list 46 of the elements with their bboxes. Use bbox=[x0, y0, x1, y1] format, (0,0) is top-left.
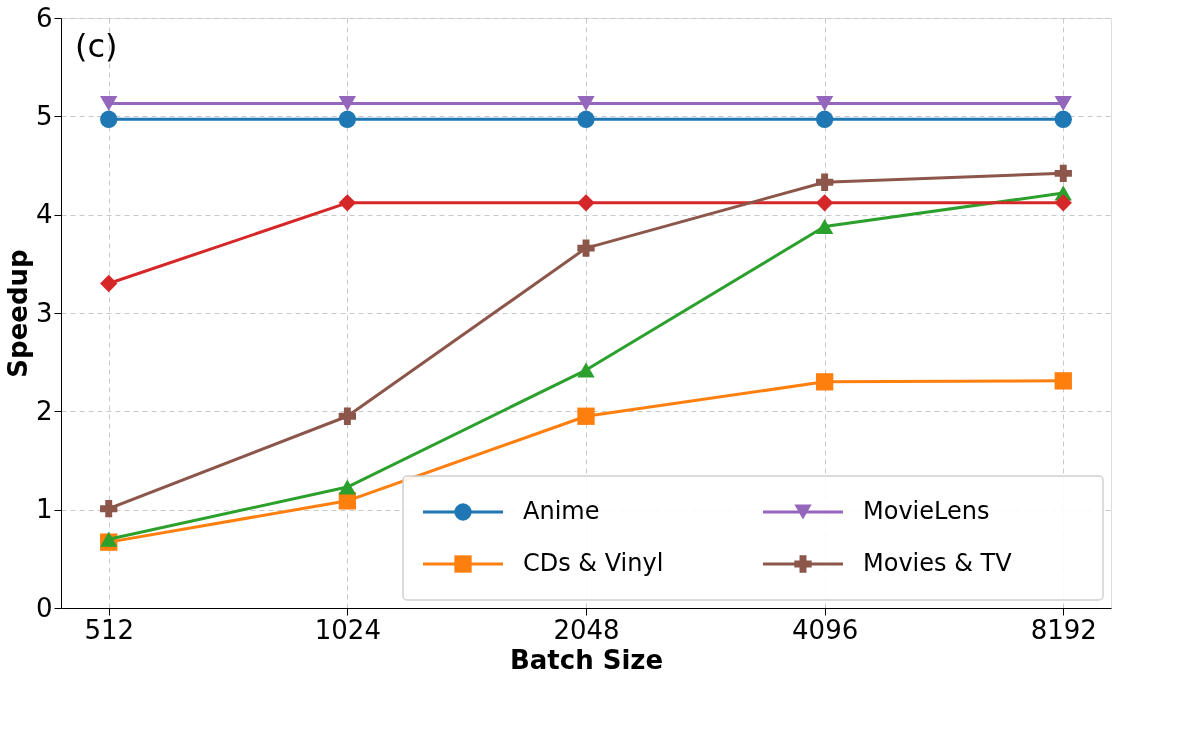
point bbox=[577, 362, 595, 378]
y-tick-label: 0 bbox=[35, 592, 53, 623]
point bbox=[1054, 164, 1072, 183]
x-tick-label: 8192 bbox=[1030, 614, 1097, 645]
y-tick-label: 2 bbox=[35, 395, 53, 426]
legend-label: MovieLens bbox=[863, 497, 990, 525]
point bbox=[815, 194, 834, 212]
point bbox=[100, 531, 118, 547]
x-tick-label: 1024 bbox=[314, 614, 381, 645]
y-tick-label: 3 bbox=[35, 297, 53, 328]
point bbox=[100, 500, 118, 518]
y-tick-label: 4 bbox=[35, 199, 53, 230]
point bbox=[577, 239, 595, 257]
annotation: (c) bbox=[75, 27, 118, 65]
legend-label: CDs & Vinyl bbox=[523, 549, 664, 577]
point bbox=[100, 274, 118, 293]
y-tick-label: 5 bbox=[35, 100, 53, 131]
point bbox=[577, 110, 595, 128]
point bbox=[100, 110, 118, 128]
point bbox=[338, 479, 357, 495]
y-axis-title: Speedup bbox=[2, 249, 33, 378]
point bbox=[815, 110, 834, 128]
point bbox=[338, 96, 357, 112]
point bbox=[1054, 194, 1072, 212]
y-tick-label: 6 bbox=[35, 2, 53, 33]
point bbox=[338, 194, 357, 212]
legend-label: Anime bbox=[523, 497, 600, 525]
x-axis-title: Batch Size bbox=[509, 644, 664, 675]
point bbox=[577, 194, 595, 212]
point bbox=[815, 218, 834, 234]
point bbox=[1054, 372, 1072, 390]
point bbox=[338, 110, 357, 128]
point bbox=[815, 173, 834, 191]
x-tick-label: 4096 bbox=[792, 614, 859, 645]
point bbox=[815, 373, 834, 391]
x-tick-label: 2048 bbox=[553, 614, 620, 645]
y-tick-label: 1 bbox=[35, 494, 53, 525]
point bbox=[100, 96, 118, 112]
point bbox=[577, 96, 595, 112]
x-tick-label: 512 bbox=[84, 614, 135, 645]
point bbox=[815, 96, 834, 112]
point bbox=[1054, 110, 1072, 128]
legend-label: Movies & TV bbox=[863, 549, 1013, 577]
point bbox=[338, 407, 357, 425]
point bbox=[1054, 96, 1072, 112]
point bbox=[577, 407, 595, 425]
